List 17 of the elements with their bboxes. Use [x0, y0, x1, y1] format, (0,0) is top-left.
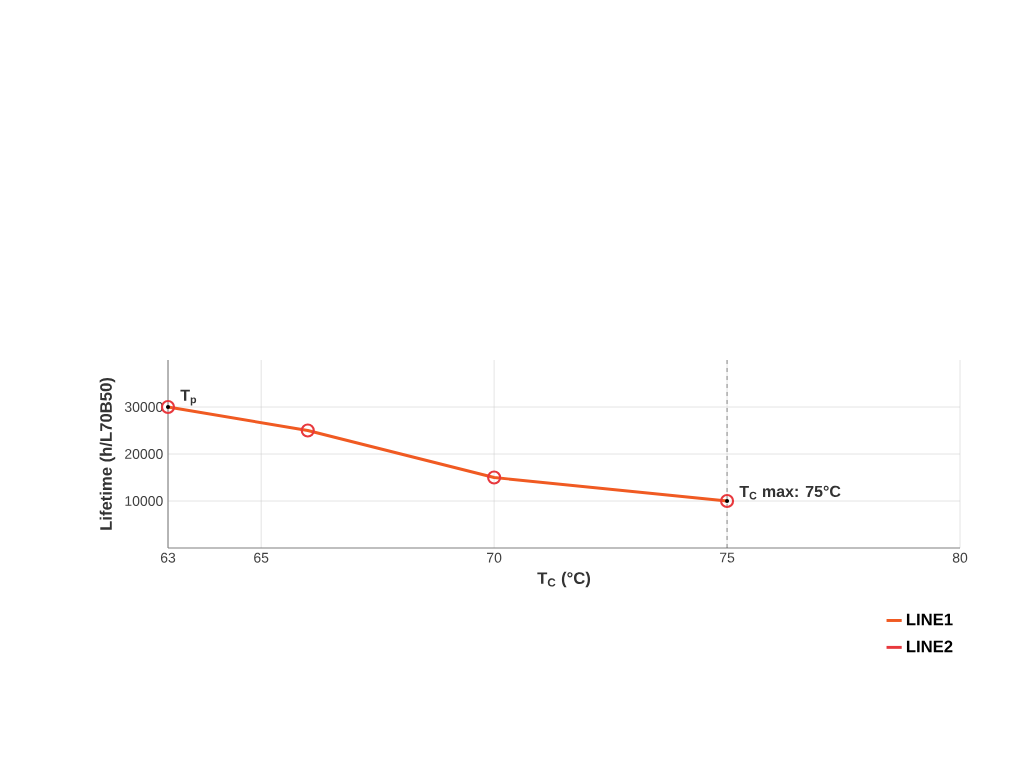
- y-axis-title: Lifetime (h/L70B50): [99, 377, 116, 530]
- x-tick-label: 65: [254, 552, 269, 563]
- point: [300, 423, 315, 438]
- x-tick-label: 75: [719, 552, 735, 563]
- y-tick-label: 10000: [125, 496, 163, 506]
- x-tick-label: 70: [487, 552, 502, 563]
- y-tick-label: 20000: [125, 449, 163, 459]
- point: [720, 493, 735, 509]
- point: [487, 470, 502, 485]
- x-tick-label: 63: [160, 552, 176, 563]
- point: [160, 399, 176, 415]
- x-tick-label: 80: [952, 552, 968, 563]
- x-axis-title: T$_{C}$ (°C): [537, 571, 591, 588]
- annotation: T$_{p}$: [180, 389, 197, 406]
- legend-label: LINE2: [906, 640, 953, 653]
- legend-label: LINE1: [906, 613, 953, 626]
- annotation: T$_{C}$ max: 75°C: [739, 485, 841, 500]
